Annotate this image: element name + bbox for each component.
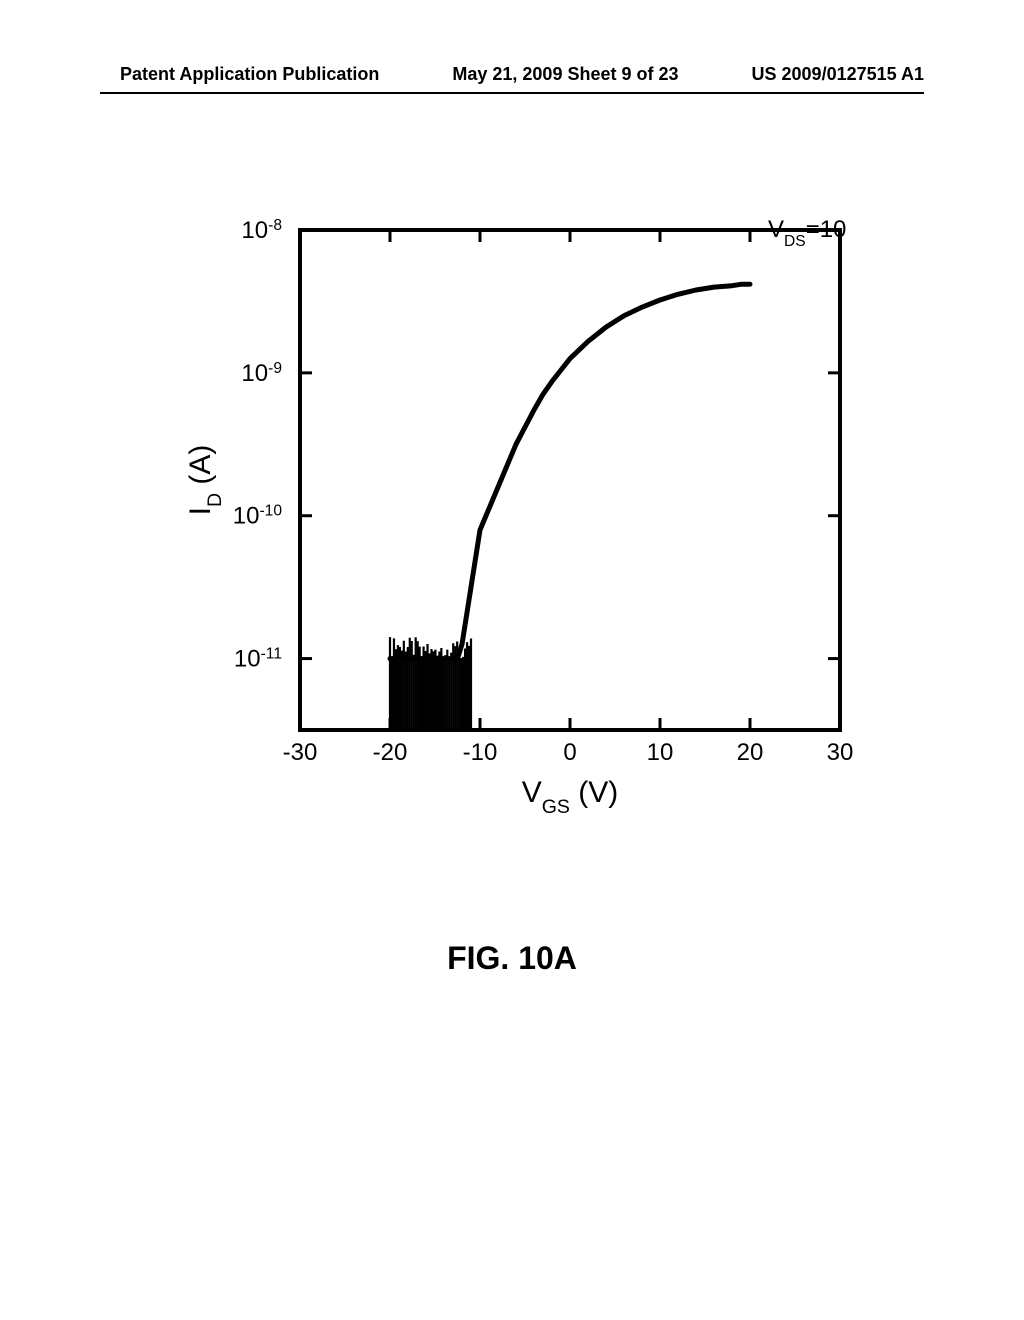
svg-text:10-8: 10-8 bbox=[241, 217, 282, 245]
svg-text:ID (A): ID (A) bbox=[184, 445, 226, 516]
svg-text:10-9: 10-9 bbox=[241, 359, 282, 387]
header-left: Patent Application Publication bbox=[120, 64, 379, 85]
figure-label: FIG. 10A bbox=[0, 940, 1024, 977]
transfer-curve-chart: -30 -20 -10 0 10 20 30 10-11 10-10 10-9 10-8 VGS (V… bbox=[180, 200, 880, 840]
chart-svg: -30 -20 -10 0 10 20 30 10-11 10-10 10-9 10-8 VGS (V… bbox=[180, 200, 880, 840]
svg-text:-10: -10 bbox=[463, 739, 498, 766]
svg-text:10-11: 10-11 bbox=[234, 645, 282, 673]
page-header: Patent Application Publication May 21, 2… bbox=[0, 64, 1024, 85]
svg-text:-30: -30 bbox=[283, 739, 318, 766]
header-rule bbox=[100, 92, 924, 94]
header-center: May 21, 2009 Sheet 9 of 23 bbox=[452, 64, 678, 85]
svg-text:10-10: 10-10 bbox=[233, 502, 283, 530]
svg-text:30: 30 bbox=[827, 739, 854, 766]
header-right: US 2009/0127515 A1 bbox=[752, 64, 924, 85]
svg-text:10: 10 bbox=[647, 739, 674, 766]
svg-text:0: 0 bbox=[563, 739, 576, 766]
page: Patent Application Publication May 21, 2… bbox=[0, 0, 1024, 1320]
svg-text:20: 20 bbox=[737, 739, 764, 766]
svg-text:VDS=10: VDS=10 bbox=[768, 216, 846, 250]
svg-text:-20: -20 bbox=[373, 739, 408, 766]
svg-text:VGS (V): VGS (V) bbox=[522, 776, 619, 818]
